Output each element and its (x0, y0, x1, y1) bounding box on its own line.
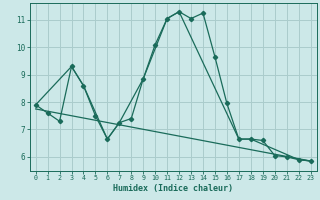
X-axis label: Humidex (Indice chaleur): Humidex (Indice chaleur) (113, 184, 233, 193)
